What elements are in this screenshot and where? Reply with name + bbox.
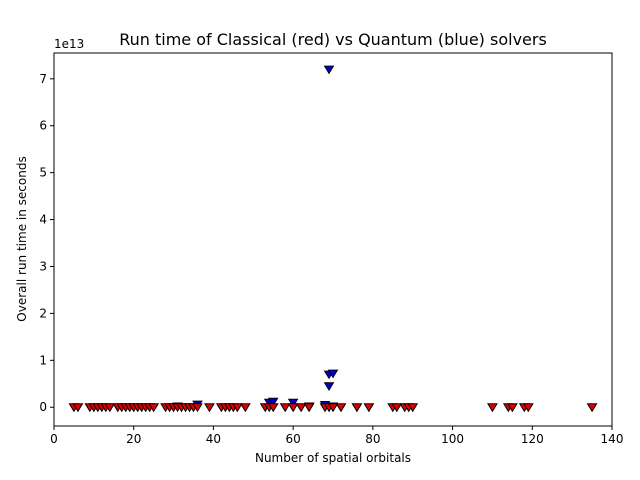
axes-frame: [53, 52, 613, 427]
y-axis-offset-label: 1e13: [54, 37, 84, 51]
classical-point: [72, 403, 84, 413]
x-tick-label: 0: [50, 432, 58, 446]
x-tick-label: 40: [206, 432, 221, 446]
x-axis-label: Number of spatial orbitals: [255, 451, 411, 465]
y-tick-label: 3: [39, 259, 47, 273]
x-tick-label: 120: [521, 432, 544, 446]
classical-point: [232, 403, 243, 413]
y-tick-label: 7: [39, 72, 47, 86]
classical-point: [363, 403, 375, 413]
classical-point: [303, 403, 315, 413]
classical-point: [267, 403, 279, 413]
classical-point: [192, 403, 203, 413]
y-tick-label: 0: [39, 400, 47, 414]
quantum-point: [323, 382, 335, 392]
quantum-point: [267, 397, 279, 407]
x-tick-label: 140: [601, 432, 624, 446]
classical-point: [148, 403, 159, 413]
y-tick-label: 5: [39, 166, 47, 180]
chart-title: Run time of Classical (red) vs Quantum (…: [119, 30, 547, 49]
quantum-point: [327, 369, 339, 379]
classical-point: [507, 403, 518, 413]
x-tick-label: 20: [126, 432, 141, 446]
classical-point: [279, 403, 291, 413]
classical-point: [391, 403, 403, 413]
x-tick-label: 100: [441, 432, 464, 446]
plot-area: [68, 65, 598, 413]
y-axis-ticks: 0 1 2 3 4 5 6 7: [39, 72, 54, 414]
y-axis-label: Overall run time in seconds: [15, 156, 29, 321]
classical-point: [287, 403, 299, 413]
classical-point: [204, 403, 215, 413]
data-markers: [68, 65, 598, 413]
classical-point: [335, 403, 347, 413]
x-axis-ticks: 0 20 40 60 80 100 120 140: [50, 426, 623, 446]
classical-point: [327, 403, 339, 413]
x-tick-label: 60: [286, 432, 301, 446]
y-tick-label: 6: [39, 119, 47, 133]
classical-point: [407, 403, 419, 413]
classical-point: [240, 403, 251, 413]
quantum-point: [287, 398, 299, 408]
y-tick-label: 2: [39, 306, 47, 320]
classical-point: [104, 403, 116, 413]
classical-point: [523, 403, 534, 413]
classical-point: [487, 403, 498, 413]
classical-point: [351, 403, 363, 413]
quantum-point: [323, 65, 335, 75]
classical-point: [295, 403, 307, 413]
classical-point: [586, 403, 598, 413]
y-tick-label: 1: [39, 353, 47, 367]
y-tick-label: 4: [39, 213, 47, 227]
x-tick-label: 80: [365, 432, 380, 446]
